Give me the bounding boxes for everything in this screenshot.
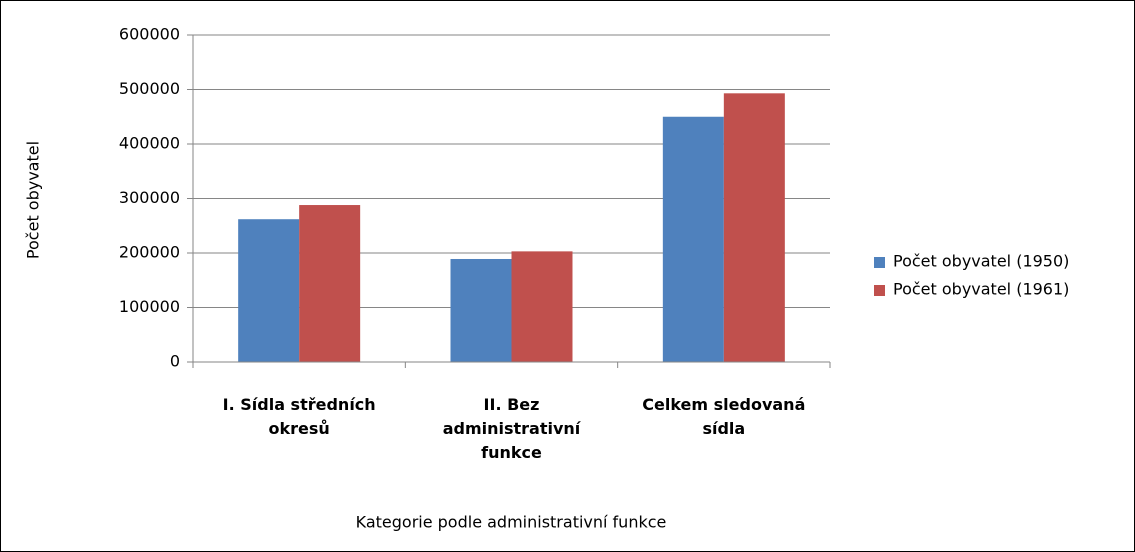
y-tick-label: 600000 [119, 25, 180, 44]
y-tick-label: 200000 [119, 243, 180, 262]
bar [662, 116, 724, 362]
y-tick-label: 0 [170, 352, 180, 371]
legend-label: Počet obyvatel (1950) [893, 252, 1069, 271]
legend-swatch [874, 257, 885, 268]
y-tick-label: 400000 [119, 134, 180, 153]
y-tick-label: 500000 [119, 79, 180, 98]
bar [723, 93, 785, 362]
x-axis-title: Kategorie podle administrativní funkce [356, 513, 667, 532]
bar [238, 219, 300, 362]
bar [299, 205, 361, 362]
y-tick-label: 100000 [119, 297, 180, 316]
x-tick-label: Celkem sledovaná sídla [642, 395, 806, 438]
y-tick-label: 300000 [119, 188, 180, 207]
legend-label: Počet obyvatel (1961) [893, 280, 1069, 299]
x-tick-label: I. Sídla středních okresů [222, 395, 376, 438]
bar [450, 258, 512, 362]
y-axis-title: Počet obyvatel [24, 141, 43, 259]
legend-swatch [874, 285, 885, 296]
x-tick-label: II. Bez administrativní funkce [442, 395, 581, 462]
bar [511, 251, 573, 362]
